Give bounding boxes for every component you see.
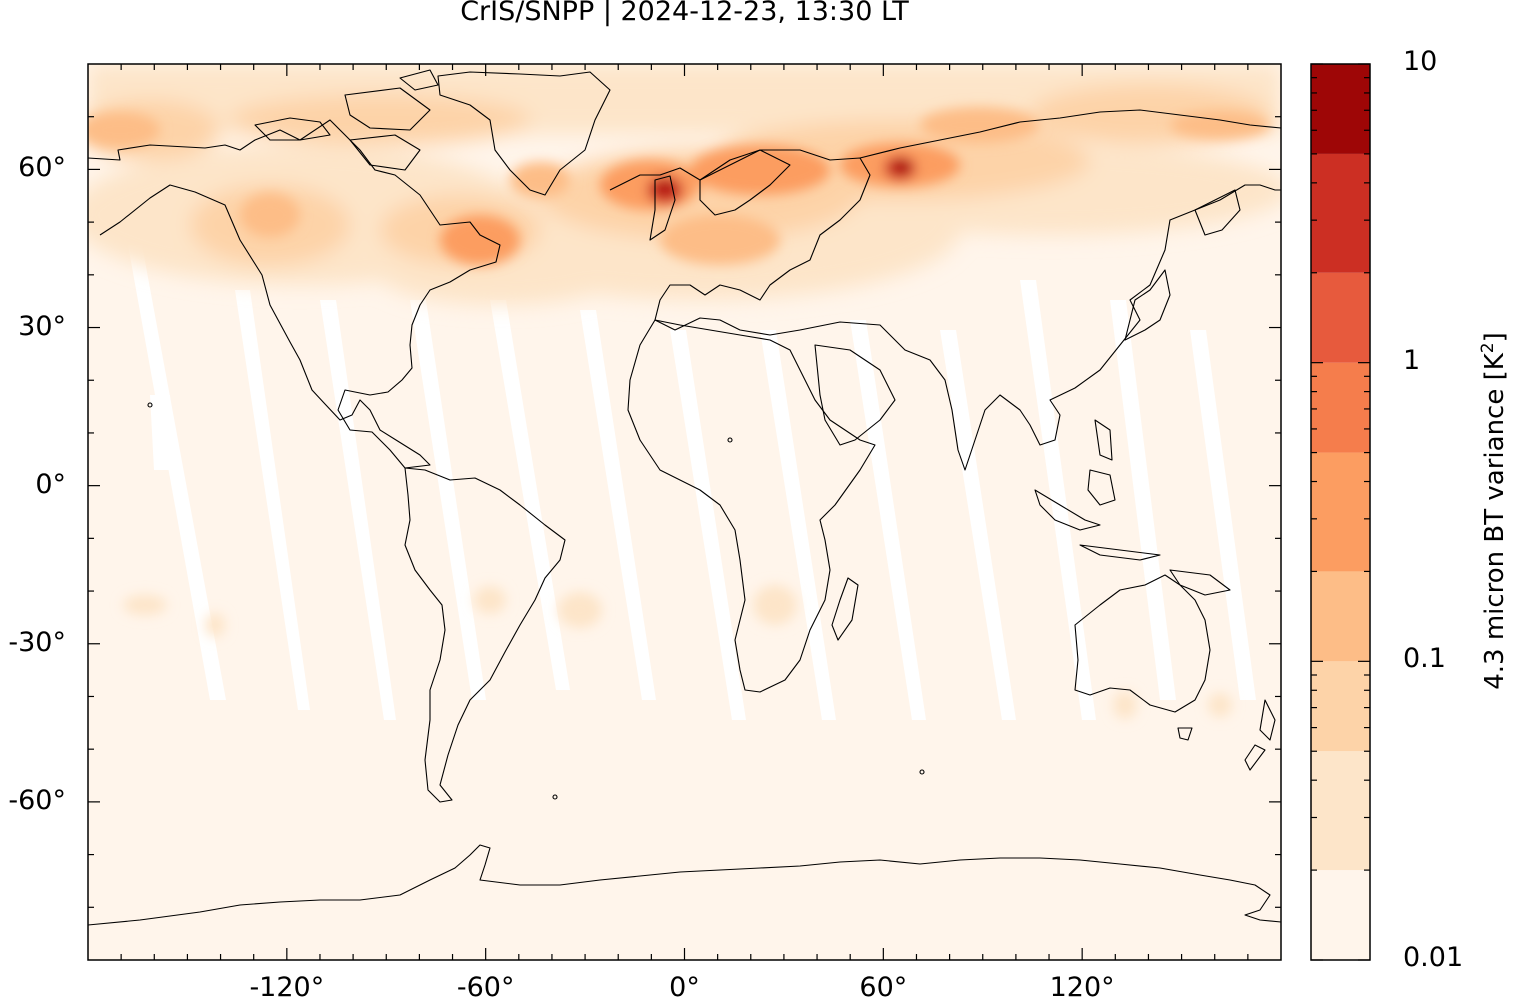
lat-tick-label: -30°: [8, 626, 66, 658]
lon-tick-label: -60°: [456, 972, 515, 1003]
lon-tick-label: -120°: [249, 972, 325, 1003]
lon-tick-label: 0°: [669, 972, 700, 1003]
colorbar-tick-label: 10: [1403, 46, 1438, 77]
colorbar-segment: [1311, 452, 1370, 572]
colorbar-segment: [1311, 64, 1370, 154]
colorbar-title-superscript: 2: [1478, 342, 1499, 354]
colorbar-segment: [1311, 870, 1370, 960]
colorbar-title-close: ]: [1479, 332, 1510, 343]
colorbar-frame: [1310, 63, 1371, 961]
colorbar-tick-label: 0.01: [1403, 942, 1464, 973]
colorbar-title: 4.3 micron BT variance [K2]: [1478, 332, 1510, 690]
variance-field: [88, 64, 1281, 719]
colorbar-tick-label: 0.1: [1403, 643, 1446, 675]
colorbar-segment: [1311, 751, 1370, 871]
orbit-gaps: [128, 245, 1256, 720]
colorbar-tick-label: 1: [1403, 344, 1421, 376]
colorbar-title-text: 4.3 micron BT variance [K: [1479, 353, 1510, 690]
colorbar-segment: [1311, 153, 1370, 273]
lon-tick-label: 60°: [859, 972, 908, 1003]
colorbar-segment: [1311, 272, 1370, 363]
lat-tick-label: 0°: [35, 468, 66, 500]
lat-tick-label: 30°: [18, 310, 66, 342]
coastlines: [88, 69, 1281, 926]
colorbar-segment: [1311, 661, 1370, 752]
colorbar: [1311, 64, 1370, 960]
map-ticks: [88, 64, 1281, 960]
lat-tick-label: -60°: [8, 784, 66, 816]
lon-tick-label: 120°: [1049, 972, 1115, 1003]
lat-tick-label: 60°: [18, 152, 66, 184]
map-title: CrIS/SNPP | 2024-12-23, 13:30 LT: [460, 0, 909, 27]
colorbar-ticks: [1311, 63, 1370, 961]
map-plot-area: [88, 64, 1281, 960]
colorbar-segment: [1311, 571, 1370, 662]
colorbar-segment: [1311, 362, 1370, 453]
